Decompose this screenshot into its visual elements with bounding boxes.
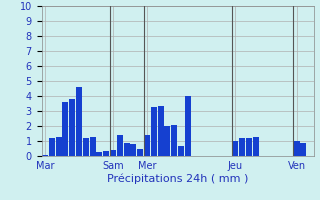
- Bar: [96, 152, 102, 156]
- Bar: [171, 124, 177, 156]
- Bar: [137, 148, 143, 156]
- Bar: [232, 141, 238, 156]
- Bar: [90, 137, 96, 156]
- Bar: [42, 154, 48, 156]
- Bar: [144, 135, 150, 156]
- Bar: [110, 150, 116, 156]
- Bar: [56, 137, 62, 156]
- Bar: [62, 102, 68, 156]
- Bar: [239, 138, 245, 156]
- Bar: [83, 138, 89, 156]
- Bar: [157, 106, 164, 156]
- Bar: [130, 144, 136, 156]
- Bar: [293, 141, 300, 156]
- Bar: [76, 87, 82, 156]
- Bar: [185, 96, 191, 156]
- Bar: [178, 146, 184, 156]
- X-axis label: Précipitations 24h ( mm ): Précipitations 24h ( mm ): [107, 174, 248, 184]
- Bar: [117, 135, 123, 156]
- Bar: [69, 99, 75, 156]
- Bar: [253, 137, 259, 156]
- Bar: [246, 138, 252, 156]
- Bar: [164, 126, 171, 156]
- Bar: [103, 151, 109, 156]
- Bar: [300, 143, 307, 156]
- Bar: [124, 142, 130, 156]
- Bar: [151, 106, 157, 156]
- Bar: [49, 138, 55, 156]
